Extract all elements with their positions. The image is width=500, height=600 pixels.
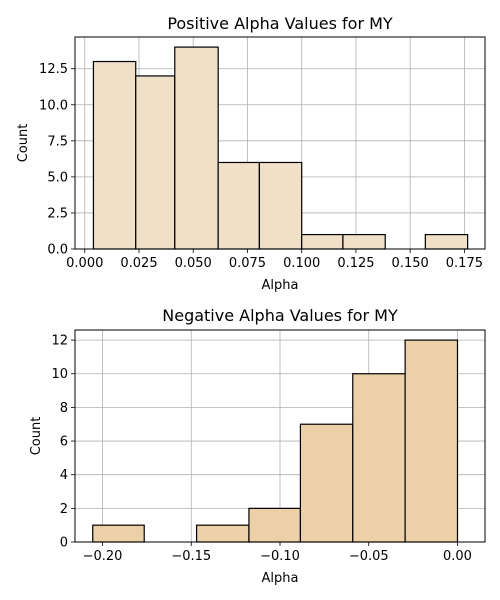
x-axis-label: Alpha [262,571,299,586]
y-tick-label: 12 [51,334,68,349]
y-tick-label: 6 [60,435,68,450]
histogram-bar [404,339,459,543]
histogram-bar [424,233,469,250]
histogram-bar [248,507,302,543]
plot-frame [74,329,486,543]
y-tick-label: 8 [60,401,68,416]
y-tick-label: 5.0 [47,170,68,185]
histogram-bar [135,75,176,250]
y-tick-label: 2 [60,502,68,517]
histogram-bar [301,233,344,250]
x-tick-label: 0.050 [175,256,212,271]
histogram-bar [92,524,145,543]
positive-alpha-histogram: Positive Alpha Values for MY 0.000 0.025 0… [16,14,486,293]
x-tick-label: −0.15 [171,549,211,564]
y-tick-label: 12.5 [39,62,68,77]
y-tick-label: 0 [60,536,68,551]
histogram-bar [92,60,137,250]
chart-title: Positive Alpha Values for MY [167,14,393,33]
y-tick-label: 0.0 [47,243,68,258]
x-tick-label: 0.125 [337,256,374,271]
histogram-bar [258,161,303,250]
x-tick-label: −0.10 [260,549,300,564]
y-axis-label: Count [29,417,44,456]
x-tick-label: 0.150 [392,256,429,271]
histogram-bar [195,524,250,543]
y-tick-label: 10.0 [39,98,68,113]
histogram-bar [174,46,219,250]
histogram-bar [299,423,354,543]
x-tick-label: −0.20 [83,549,123,564]
histogram-bar [342,233,386,250]
y-tick-label: 7.5 [47,134,68,149]
axis-ticks: 0.000 0.025 0.050 0.075 0.100 0.125 0.150 0.175… [39,62,483,271]
histogram-bar [217,161,260,250]
negative-alpha-histogram: Negative Alpha Values for MY −0.20 −0.15−… [29,306,486,586]
y-axis-label: Count [16,124,31,163]
x-tick-label: −0.05 [349,549,389,564]
y-tick-label: 10 [51,367,68,382]
x-tick-label: 0.025 [120,256,157,271]
chart-title: Negative Alpha Values for MY [162,306,398,325]
y-tick-label: 4 [60,468,68,483]
x-tick-label: 0.175 [446,256,483,271]
x-tick-label: 0.000 [66,256,103,271]
axis-ticks: −0.20 −0.15 −0.10 −0.05 0.00 0 2 4 6 8 10 12 [51,334,472,564]
x-axis-label: Alpha [262,278,299,293]
x-tick-label: 0.00 [443,549,472,564]
x-tick-label: 0.075 [229,256,266,271]
plot-frame [74,36,486,250]
histogram-bar [352,373,406,543]
y-tick-label: 2.5 [47,206,68,221]
x-tick-label: 0.100 [283,256,320,271]
